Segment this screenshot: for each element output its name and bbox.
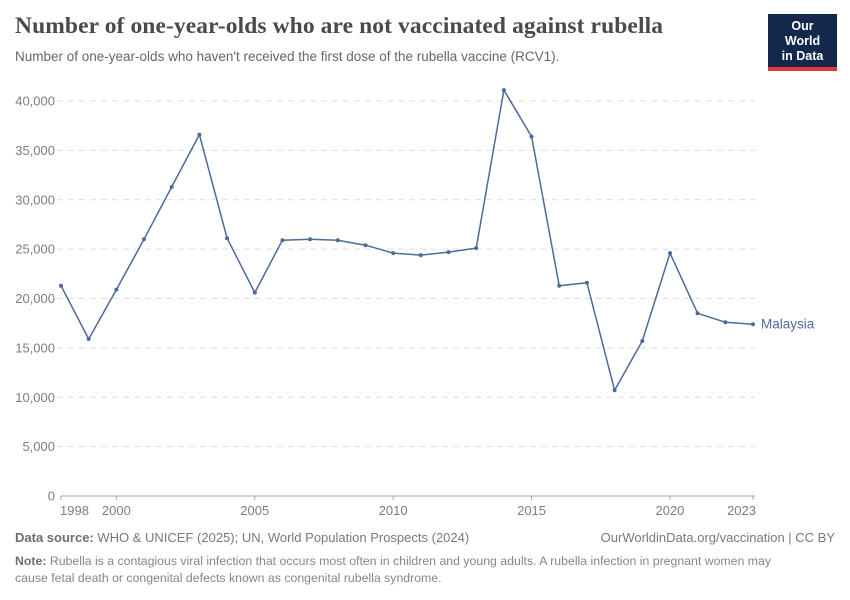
chart-footer: Data source: WHO & UNICEF (2025); UN, Wo… <box>15 529 835 588</box>
data-point <box>418 253 423 258</box>
chart-area[interactable]: 0 5,000 10,000 15,000 20,000 25,000 30,000 35,0… <box>0 80 850 525</box>
data-point <box>142 237 146 242</box>
x-tick-label: 2015 <box>517 503 546 518</box>
data-point <box>474 246 479 251</box>
data-line <box>60 89 754 392</box>
x-tick-label: 2010 <box>379 503 408 518</box>
y-tick-label: 5,000 <box>22 439 55 454</box>
y-tick-label: 0 <box>48 489 55 504</box>
data-point <box>225 236 230 241</box>
data-point <box>612 388 617 393</box>
series-label[interactable]: Malaysia <box>761 317 815 332</box>
chart-note: Note: Rubella is a contagious viral infe… <box>15 553 793 589</box>
y-tick-label: 25,000 <box>15 242 55 257</box>
data-point <box>252 290 257 295</box>
note-label: Note: <box>15 553 47 568</box>
chart-title: Number of one-year-olds who are not vacc… <box>15 13 664 39</box>
y-tick-label: 30,000 <box>15 192 55 207</box>
x-tick-label: 2023 <box>727 503 756 518</box>
data-point <box>695 311 700 316</box>
data-point <box>363 243 368 248</box>
data-point <box>169 184 174 189</box>
data-point <box>557 283 562 288</box>
x-tick-label: 2020 <box>655 503 684 518</box>
chart-header: Number of one-year-olds who are not vacc… <box>15 12 755 66</box>
data-point <box>640 339 645 343</box>
x-tick-label: 2000 <box>102 503 131 518</box>
data-point <box>529 134 534 139</box>
chart-subtitle: Number of one-year-olds who haven't rece… <box>15 49 560 65</box>
x-tick-label: 2005 <box>240 503 269 518</box>
data-point <box>59 283 63 288</box>
data-point <box>197 132 202 137</box>
data-source-label: Data source: <box>15 530 94 545</box>
data-point <box>668 251 672 256</box>
line-chart[interactable]: 0 5,000 10,000 15,000 20,000 25,000 30,000 35,0… <box>0 80 850 525</box>
data-source: Data source: WHO & UNICEF (2025); UN, Wo… <box>15 529 469 547</box>
data-point <box>723 320 728 325</box>
owid-logo-line2: in Data <box>781 48 824 63</box>
y-tick-label: 20,000 <box>15 291 55 306</box>
data-point <box>308 237 313 242</box>
y-tick-label: 10,000 <box>15 390 55 405</box>
note-text: Rubella is a contagious viral infection … <box>15 553 771 586</box>
data-point <box>335 238 340 243</box>
x-tick-label: 1998 <box>60 503 89 518</box>
data-point <box>114 287 119 292</box>
data-point <box>751 322 755 327</box>
y-tick-label: 40,000 <box>15 94 55 109</box>
data-point <box>86 337 91 341</box>
data-point <box>446 250 451 255</box>
owid-logo: Our World in Data <box>768 14 837 72</box>
owid-logo-line1: Our World <box>784 19 821 48</box>
y-tick-label: 35,000 <box>15 143 55 158</box>
data-point <box>280 238 285 243</box>
rights-link[interactable]: OurWorldinData.org/vaccination | CC BY <box>600 530 835 545</box>
data-source-text: WHO & UNICEF (2025); UN, World Populatio… <box>93 530 470 545</box>
data-point <box>501 88 506 93</box>
data-point <box>391 251 396 256</box>
data-point <box>584 280 589 285</box>
y-tick-label: 15,000 <box>15 340 55 355</box>
